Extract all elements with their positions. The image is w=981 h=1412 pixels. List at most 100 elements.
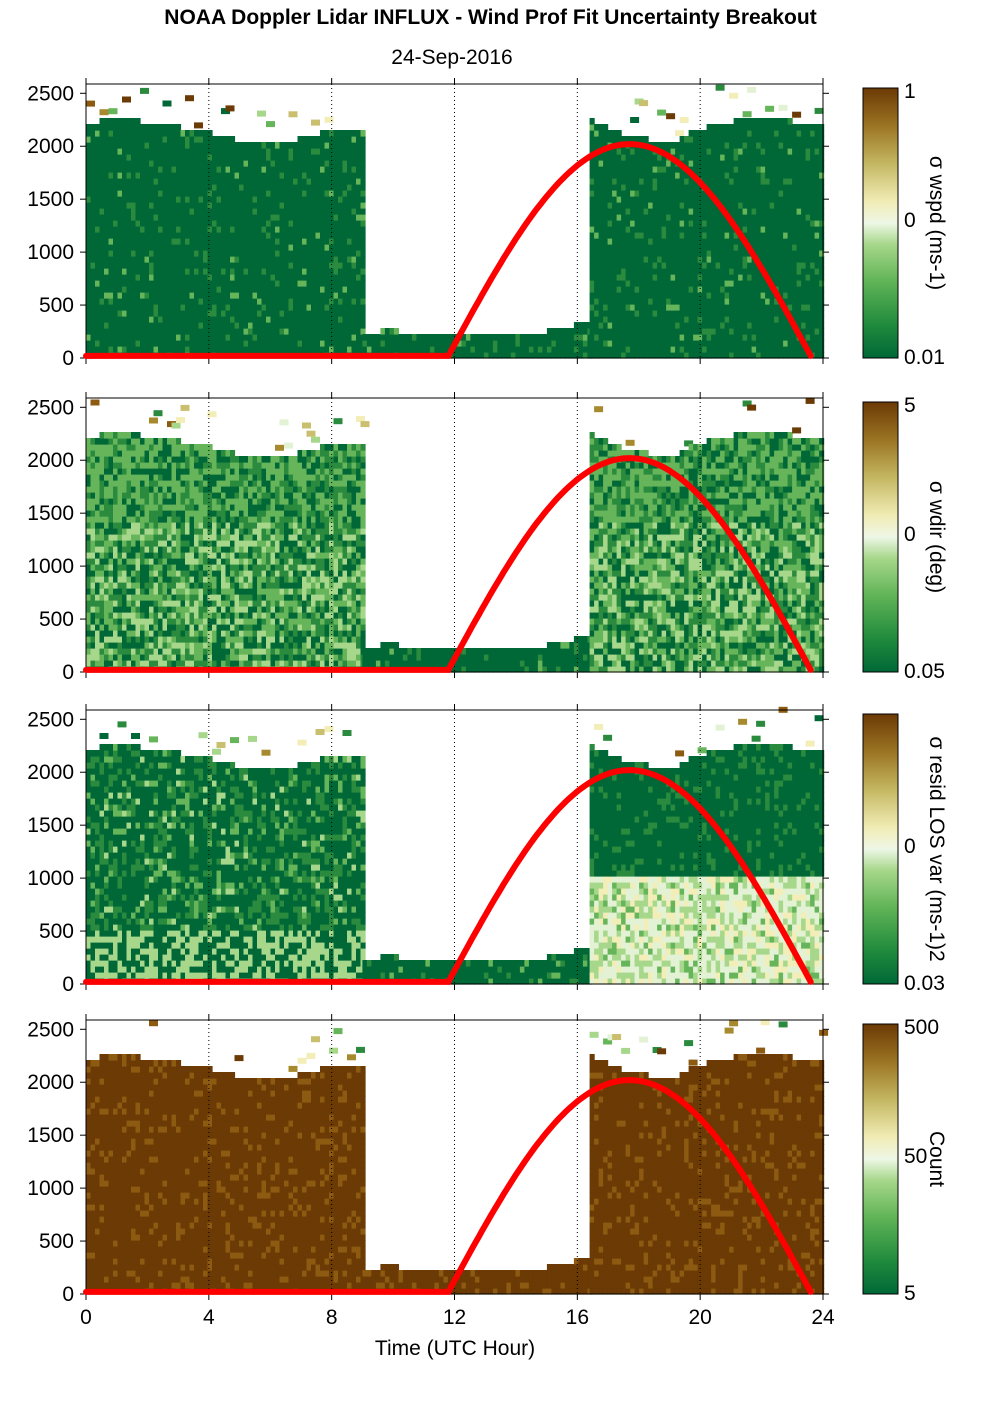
heatmap-cell <box>136 202 141 209</box>
heatmap-cell <box>221 160 226 167</box>
heatmap-cell <box>122 178 127 185</box>
heatmap-cell <box>630 226 635 233</box>
heatmap-cell <box>666 142 671 149</box>
heatmap-cell <box>343 334 348 341</box>
heatmap-cell <box>271 334 276 341</box>
heatmap-cell <box>734 124 739 131</box>
heatmap-cell <box>122 570 127 577</box>
heatmap-cell <box>325 184 330 191</box>
heatmap-cell <box>104 334 109 341</box>
heatmap-cell <box>599 256 604 263</box>
heatmap-cell <box>630 232 635 239</box>
heatmap-cell <box>738 130 743 137</box>
heatmap-cell <box>621 274 626 281</box>
heatmap-cell <box>590 268 595 275</box>
heatmap-cell <box>657 226 662 233</box>
heatmap-cell <box>154 274 159 281</box>
heatmap-cell <box>680 190 685 197</box>
heatmap-cell <box>556 334 561 341</box>
heatmap-cell <box>262 298 267 305</box>
heatmap-cell <box>226 202 231 209</box>
heatmap-cell <box>702 328 707 335</box>
heatmap-cell <box>289 316 294 323</box>
heatmap-cell <box>212 214 217 221</box>
heatmap-cell <box>343 196 348 203</box>
heatmap-cell <box>734 238 739 245</box>
heatmap-cell <box>608 190 613 197</box>
heatmap-cell <box>761 322 766 329</box>
heatmap-cell <box>199 346 204 353</box>
heatmap-cell <box>608 322 613 329</box>
heatmap-cell <box>590 190 595 197</box>
heatmap-cell <box>675 244 680 251</box>
heatmap-cell <box>671 286 676 293</box>
heatmap-cell <box>136 214 141 221</box>
heatmap-cell <box>770 310 775 317</box>
heatmap-cell <box>316 334 321 341</box>
heatmap-cell <box>621 226 626 233</box>
heatmap-cell <box>774 196 779 203</box>
heatmap-cell <box>221 148 226 155</box>
heatmap-cell <box>109 316 114 323</box>
heatmap-cell <box>104 178 109 185</box>
heatmap-cell <box>657 202 662 209</box>
heatmap-cell <box>257 232 262 239</box>
heatmap-cell <box>356 166 361 173</box>
heatmap-cell <box>122 142 127 149</box>
heatmap-cell <box>693 208 698 215</box>
heatmap-cell <box>743 160 748 167</box>
heatmap-cell <box>684 280 689 287</box>
heatmap-cell <box>118 316 123 323</box>
heatmap-cell <box>788 118 793 125</box>
heatmap-cell <box>100 582 105 589</box>
heatmap-cell <box>621 160 626 167</box>
heatmap-cell <box>127 142 132 149</box>
heatmap-cell <box>347 310 352 317</box>
heatmap-cell <box>118 510 123 517</box>
heatmap-cell <box>347 166 352 173</box>
heatmap-cell <box>356 274 361 281</box>
heatmap-cell <box>810 130 815 137</box>
heatmap-cell <box>172 160 177 167</box>
heatmap-cell <box>271 178 276 185</box>
heatmap-cell <box>716 340 721 347</box>
heatmap-cell <box>136 118 141 125</box>
heatmap-cell <box>100 624 105 631</box>
heatmap-cell <box>316 136 321 143</box>
heatmap-cell <box>91 558 96 565</box>
heatmap-cell <box>91 196 96 203</box>
heatmap-cell <box>190 154 195 161</box>
heatmap-cell <box>212 316 217 323</box>
heatmap-cell <box>779 250 784 257</box>
heatmap-cell <box>635 328 640 335</box>
heatmap-cell <box>738 346 743 353</box>
heatmap-cell <box>100 432 105 439</box>
heatmap-cell <box>136 220 141 227</box>
heatmap-cell <box>113 172 118 179</box>
heatmap-cell <box>707 148 712 155</box>
heatmap-cell <box>257 142 262 149</box>
heatmap-cell <box>217 298 222 305</box>
heatmap-cell <box>140 316 145 323</box>
heatmap-cell <box>743 226 748 233</box>
heatmap-cell <box>118 238 123 245</box>
heatmap-cell <box>203 280 208 287</box>
heatmap-cell <box>338 328 343 335</box>
heatmap-cell <box>711 172 716 179</box>
heatmap-cell <box>770 256 775 263</box>
heatmap-cell <box>320 238 325 245</box>
heatmap-cell <box>765 262 770 269</box>
heatmap-cell <box>801 316 806 323</box>
heatmap-cell <box>122 124 127 131</box>
heatmap-cell <box>113 516 118 523</box>
heatmap-cell <box>266 328 271 335</box>
heatmap-cell <box>556 328 561 335</box>
heatmap-cell <box>639 334 644 341</box>
heatmap-cell <box>747 190 752 197</box>
heatmap-cell <box>181 220 186 227</box>
heatmap-cell <box>185 322 190 329</box>
heatmap-cell <box>765 292 770 299</box>
heatmap-cell <box>599 250 604 257</box>
heatmap-cell <box>788 196 793 203</box>
heatmap-cell <box>810 286 815 293</box>
